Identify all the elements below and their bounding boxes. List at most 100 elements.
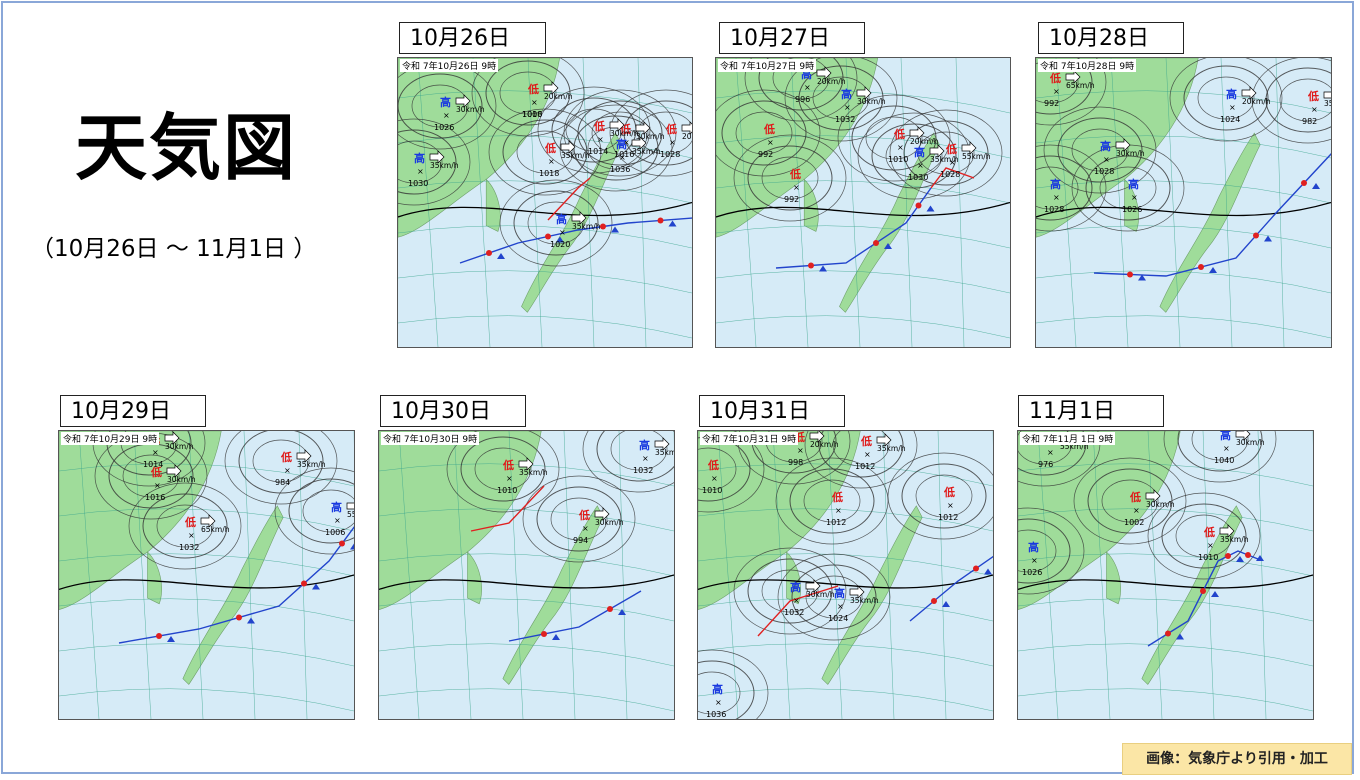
pressure-value-label: 982 (1302, 117, 1317, 126)
latitude-line (1018, 643, 1313, 667)
warm-front (757, 585, 839, 637)
isobar (122, 454, 180, 498)
longitude-line (937, 431, 947, 719)
low-pressure-symbol: 低 (1203, 525, 1215, 539)
movement-arrow-icon (594, 507, 610, 521)
date-label-oct27: 10月27日 (719, 22, 865, 54)
isobar (1018, 507, 1085, 595)
latitude-line (398, 225, 692, 249)
pressure-value-label: 1010 (888, 155, 908, 164)
isobar (238, 431, 324, 494)
warm-front-marker (873, 240, 879, 246)
cold-front-marker (819, 265, 827, 272)
movement-arrow-icon (909, 126, 925, 140)
movement-speed-label: 35km/h (1324, 99, 1331, 108)
cold-front-marker (312, 583, 320, 590)
pressure-center-mark: × (334, 516, 341, 525)
isobar (1183, 65, 1269, 131)
warm-front-marker (1200, 588, 1206, 594)
isobar (527, 201, 585, 245)
warm-front-marker (973, 565, 979, 572)
latitude-line (1036, 135, 1331, 159)
isobar (758, 58, 844, 111)
isobar (1161, 503, 1247, 569)
pressure-center-mark: × (188, 531, 195, 540)
isobar (1043, 106, 1157, 194)
isobar (1036, 155, 1093, 221)
warm-front-marker (808, 262, 814, 269)
movement-speed-label: 30km/h (167, 475, 196, 484)
movement-speed-label: 55km/h (962, 152, 991, 161)
date-label-oct29: 10月29日 (60, 395, 206, 427)
warm-front-marker (915, 202, 922, 209)
isobar (537, 86, 651, 174)
isobar (837, 94, 951, 182)
isobar (565, 108, 623, 152)
pressure-center-mark: × (1229, 103, 1236, 112)
movement-arrow-icon (631, 136, 647, 150)
cold-front-marker (926, 205, 935, 212)
isobar (784, 58, 898, 142)
isobar (698, 660, 755, 719)
longitude-line (188, 431, 204, 719)
low-pressure-symbol: 低 (593, 119, 605, 133)
pressure-value-label: 1032 (633, 466, 653, 475)
longitude-line (527, 58, 543, 347)
page-title: 天気図 (75, 106, 298, 190)
latitude-line (1036, 315, 1331, 339)
movement-arrow-icon (816, 66, 832, 80)
movement-speed-label: 55km/h (1060, 442, 1089, 451)
low-pressure-symbol: 低 (707, 458, 719, 472)
map-svg: 高×低×低×低×高×104010021010976102630km/h30km/… (1018, 431, 1313, 719)
longitude-line (717, 431, 739, 719)
isobar (550, 497, 608, 541)
cold-front-marker (350, 543, 354, 550)
high-pressure-symbol: 高 (331, 500, 342, 514)
pressure-center-mark: × (1103, 155, 1110, 164)
low-pressure-symbol: 低 (943, 485, 955, 499)
latitude-line (398, 315, 692, 339)
weather-map-oct30: 低 × 高 × 低 × 1010 1032 994 35km/h 35km/h 30km/h 令和 7… (378, 430, 675, 720)
latitude-line (379, 553, 674, 577)
pressure-center-mark: × (623, 138, 630, 147)
isobar (1036, 58, 1107, 126)
isobar (398, 118, 471, 206)
date-label-nov1: 11月1日 (1018, 395, 1164, 427)
isobar (499, 71, 557, 115)
pressure-value-label: 1036 (706, 710, 726, 719)
pressure-value-label: 1012 (826, 518, 846, 527)
pressure-value-label: 984 (275, 478, 290, 487)
movement-speed-label: 30km/h (1116, 149, 1145, 158)
date-label-oct28: 10月28日 (1038, 22, 1184, 54)
pressure-value-label: 1032 (784, 608, 804, 617)
movement-speed-label: 35km/h (850, 596, 879, 605)
movement-arrow-icon (296, 449, 312, 463)
movement-arrow-icon (681, 121, 692, 135)
movement-arrow-icon (805, 579, 821, 593)
longitude-line (735, 58, 757, 347)
isobar (733, 547, 847, 635)
pressure-center-mark: × (1031, 556, 1038, 565)
warm-front-marker (600, 223, 606, 230)
movement-speed-label: 30km/h (1146, 500, 1175, 509)
pressure-value-label: 1016 (145, 493, 165, 502)
pressure-value-label: 1028 (660, 150, 680, 159)
isobar (1147, 492, 1261, 580)
pressure-center-mark: × (443, 111, 450, 120)
isobar (128, 482, 242, 570)
movement-arrow-icon (856, 86, 872, 100)
warm-front-marker (156, 633, 162, 639)
isobar (747, 558, 833, 624)
isobar (596, 431, 674, 482)
low-pressure-symbol: 低 (150, 465, 162, 479)
isobar (1191, 431, 1249, 461)
pressure-value-label: 992 (1044, 99, 1059, 108)
pressure-value-label: 1028 (1044, 205, 1064, 214)
isobar (559, 104, 673, 192)
movement-speed-label: 30km/h (610, 129, 639, 138)
isobar (805, 575, 863, 619)
longitude-line (1037, 431, 1059, 719)
pressure-center-mark: × (767, 138, 774, 147)
stationary-front (508, 590, 642, 642)
movement-arrow-icon (929, 144, 945, 158)
